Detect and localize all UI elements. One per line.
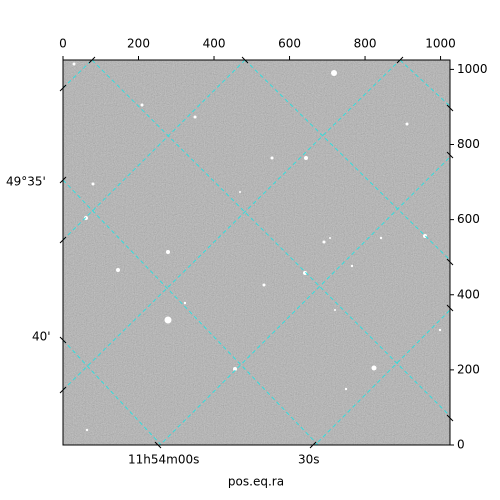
frame <box>62 59 451 446</box>
y-tick-label: 1000 <box>457 62 488 76</box>
ra-label: 30s <box>298 453 320 467</box>
dec-label: 49°35' <box>6 175 46 189</box>
x-tick-label: 800 <box>354 37 377 51</box>
x-tick-label: 400 <box>203 37 226 51</box>
y-tick-label: 0 <box>457 438 465 452</box>
image-noise <box>63 60 450 445</box>
x-tick-label: 1000 <box>425 37 456 51</box>
ra-label: 11h54m00s <box>128 453 199 467</box>
x-axis-label: pos.eq.ra <box>228 475 284 489</box>
stars <box>72 62 442 432</box>
dec-label: 40' <box>32 330 51 344</box>
x-tick-label: 0 <box>59 37 67 51</box>
y-tick-label: 800 <box>457 137 480 151</box>
x-tick-label: 200 <box>127 37 150 51</box>
coordinate-grid <box>63 60 450 445</box>
y-tick-label: 400 <box>457 287 480 301</box>
coordinate-ticks <box>59 56 454 449</box>
x-tick-label: 600 <box>278 37 301 51</box>
y-tick-label: 600 <box>457 212 480 226</box>
y-tick-label: 200 <box>457 362 480 376</box>
